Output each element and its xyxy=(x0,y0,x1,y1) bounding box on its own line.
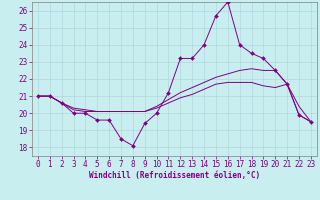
X-axis label: Windchill (Refroidissement éolien,°C): Windchill (Refroidissement éolien,°C) xyxy=(89,171,260,180)
